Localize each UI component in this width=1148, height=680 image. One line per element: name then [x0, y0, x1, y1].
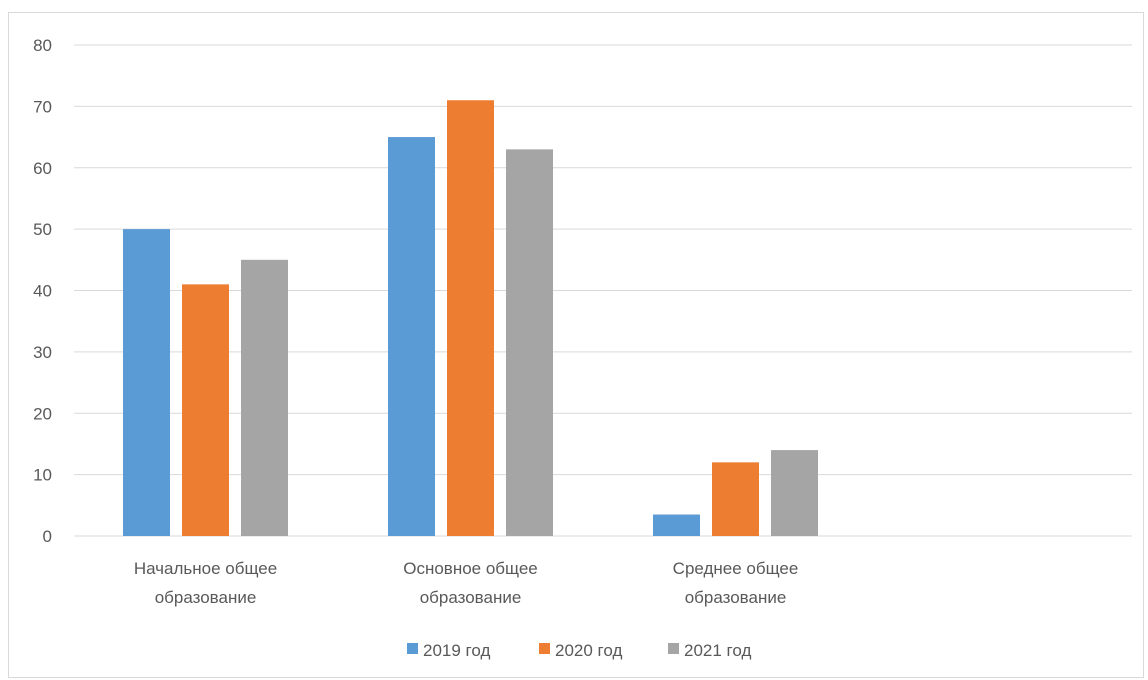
y-tick-label: 80 — [33, 36, 52, 55]
y-axis-ticks: 0 10 20 30 40 50 60 70 80 — [33, 36, 52, 546]
y-tick-label: 10 — [33, 466, 52, 485]
category-label: Основное общее — [403, 559, 538, 578]
y-tick-label: 70 — [33, 97, 52, 116]
category-label: Среднее общее — [673, 559, 799, 578]
category-label: образование — [155, 588, 257, 607]
legend-label: 2021 год — [684, 641, 751, 660]
bar-2019-год-1 — [388, 137, 435, 536]
legend-swatch — [539, 643, 550, 654]
category-label: образование — [420, 588, 522, 607]
bar-2020-год-0 — [182, 284, 229, 536]
y-tick-label: 60 — [33, 159, 52, 178]
bars — [123, 100, 818, 536]
bar-2020-год-2 — [712, 462, 759, 536]
gridlines — [74, 45, 1132, 536]
bar-2019-год-2 — [653, 515, 700, 536]
legend-label: 2020 год — [555, 641, 622, 660]
bar-2021-год-1 — [506, 149, 553, 536]
bar-2020-год-1 — [447, 100, 494, 536]
y-tick-label: 20 — [33, 404, 52, 423]
y-tick-label: 0 — [43, 527, 52, 546]
category-label: образование — [685, 588, 787, 607]
bar-2021-год-0 — [241, 260, 288, 536]
bar-2019-год-0 — [123, 229, 170, 536]
legend: 2019 год 2020 год 2021 год — [407, 641, 751, 660]
y-tick-label: 40 — [33, 282, 52, 301]
y-tick-label: 50 — [33, 220, 52, 239]
category-label: Начальное общее — [134, 559, 277, 578]
bar-2021-год-2 — [771, 450, 818, 536]
y-tick-label: 30 — [33, 343, 52, 362]
x-axis-categories: Начальное общее образование Основное общее… — [134, 559, 799, 607]
legend-swatch — [668, 643, 679, 654]
legend-swatch — [407, 643, 418, 654]
legend-label: 2019 год — [423, 641, 490, 660]
